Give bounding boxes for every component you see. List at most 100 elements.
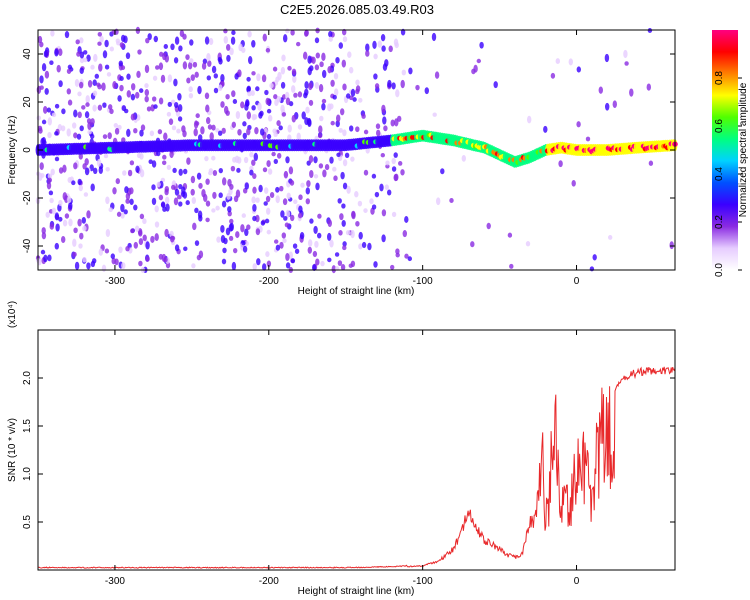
heatmap-noise-cell bbox=[330, 79, 335, 87]
heatmap-noise-cell bbox=[272, 66, 278, 72]
heatmap-noise-cell bbox=[181, 186, 186, 195]
heatmap-noise-cell bbox=[154, 233, 159, 242]
heatmap-noise-cell bbox=[86, 210, 91, 219]
heatmap-noise-cell bbox=[79, 51, 85, 59]
heatmap-noise-cell bbox=[297, 91, 303, 98]
heatmap-noise-cell bbox=[318, 83, 324, 93]
heatmap-noise-cell bbox=[266, 207, 271, 215]
heatmap-noise-cell bbox=[139, 88, 144, 93]
heatmap-noise-cell bbox=[309, 170, 314, 178]
heatmap-noise-cell bbox=[186, 157, 191, 165]
heatmap-noise-cell bbox=[349, 66, 354, 74]
heatmap-noise-cell bbox=[391, 166, 397, 172]
heatmap-noise-cell bbox=[50, 30, 55, 37]
heatmap-noise-cell bbox=[576, 121, 581, 128]
heatmap-noise-cell bbox=[342, 83, 347, 91]
heatmap-noise-cell bbox=[342, 241, 347, 247]
heatmap-noise-cell bbox=[215, 205, 220, 211]
heatmap-noise-cell bbox=[77, 218, 82, 227]
heatmap-noise-cell bbox=[646, 83, 651, 91]
colorbar-gradient bbox=[712, 30, 738, 270]
heatmap-noise-cell bbox=[373, 261, 378, 268]
heatmap-noise-cell bbox=[39, 41, 44, 48]
heatmap-noise-cell bbox=[273, 158, 278, 164]
heatmap-noise-cell bbox=[99, 35, 104, 43]
heatmap-noise-cell bbox=[305, 187, 310, 195]
heatmap-noise-cell bbox=[68, 218, 73, 227]
heatmap-noise-cell bbox=[123, 209, 128, 215]
heatmap-noise-cell bbox=[479, 41, 484, 49]
heatmap-noise-cell bbox=[277, 152, 282, 159]
heatmap-noise-cell bbox=[217, 56, 222, 62]
heatmap-noise-cell bbox=[434, 71, 440, 79]
heatmap-noise-cell bbox=[285, 252, 290, 262]
heatmap-noise-cell bbox=[72, 122, 77, 129]
heatmap-noise-cell bbox=[228, 235, 234, 241]
heatmap-noise-cell bbox=[90, 133, 95, 139]
heatmap-noise-cell bbox=[252, 186, 257, 194]
heatmap-noise-cell bbox=[135, 91, 140, 99]
heatmap-noise-cell bbox=[83, 57, 88, 63]
heatmap-noise-cell bbox=[174, 102, 179, 108]
heatmap-noise-cell bbox=[194, 207, 199, 214]
heatmap-noise-cell bbox=[307, 67, 312, 76]
heatmap-noise-cell bbox=[186, 77, 191, 84]
heatmap-noise-cell bbox=[135, 165, 140, 173]
heatmap-noise-cell bbox=[166, 111, 172, 117]
heatmap-noise-cell bbox=[125, 198, 130, 204]
heatmap-noise-cell bbox=[198, 134, 203, 141]
y-tick-label: 2.0 bbox=[22, 371, 33, 385]
heatmap-noise-cell bbox=[61, 108, 66, 115]
y-tick-label: 40 bbox=[22, 48, 33, 60]
heatmap-noise-cell bbox=[125, 245, 130, 252]
heatmap-noise-cell bbox=[555, 58, 560, 65]
heatmap-noise-cell bbox=[165, 196, 170, 204]
heatmap-noise-cell bbox=[250, 90, 255, 97]
heatmap-noise-cell bbox=[156, 181, 161, 188]
heatmap-noise-cell bbox=[244, 182, 249, 190]
heatmap-noise-cell bbox=[461, 155, 466, 162]
snr-frame bbox=[37, 329, 676, 571]
heatmap-noise-cell bbox=[115, 178, 121, 185]
heatmap-noise-cell bbox=[298, 212, 303, 219]
heatmap-noise-cell bbox=[279, 241, 284, 249]
heatmap-noise-cell bbox=[213, 87, 219, 94]
heatmap-noise-cell bbox=[223, 36, 228, 44]
heatmap-noise-cell bbox=[292, 74, 297, 83]
heatmap-noise-cell bbox=[36, 85, 42, 94]
heatmap-noise-cell bbox=[93, 167, 98, 175]
heatmap-noise-cell bbox=[400, 79, 405, 89]
heatmap-noise-cell bbox=[268, 114, 273, 122]
heatmap-noise-cell bbox=[85, 102, 90, 107]
heatmap-noise-cell bbox=[84, 158, 89, 166]
heatmap-noise-cell bbox=[350, 88, 356, 97]
heatmap-noise-cell bbox=[182, 33, 187, 40]
heatmap-noise-cell bbox=[314, 37, 320, 44]
heatmap-noise-cell bbox=[245, 99, 250, 107]
heatmap-noise-cell bbox=[90, 183, 95, 192]
heatmap-noise-cell bbox=[290, 214, 295, 222]
heatmap-noise-cell bbox=[73, 227, 78, 234]
heatmap-noise-cell bbox=[314, 64, 320, 71]
heatmap-noise-cell bbox=[263, 201, 268, 206]
heatmap-noise-cell bbox=[404, 253, 409, 259]
heatmap-noise-cell bbox=[109, 108, 114, 115]
snr-marks bbox=[37, 366, 676, 569]
heatmap-noise-cell bbox=[340, 264, 346, 271]
heatmap-noise-cell bbox=[119, 75, 124, 82]
heatmap-noise-cell bbox=[151, 160, 157, 168]
heatmap-noise-cell bbox=[110, 253, 116, 259]
heatmap-noise-cell bbox=[276, 120, 281, 127]
heatmap-noise-cell bbox=[253, 152, 258, 162]
heatmap-noise-cell bbox=[178, 104, 183, 112]
heatmap-noise-cell bbox=[266, 229, 271, 235]
heatmap-noise-cell bbox=[170, 99, 176, 105]
heatmap-noise-cell bbox=[198, 214, 203, 222]
heatmap-noise-cell bbox=[77, 178, 82, 186]
heatmap-noise-cell bbox=[98, 166, 104, 174]
heatmap-noise-cell bbox=[213, 73, 218, 79]
heatmap-noise-cell bbox=[158, 62, 164, 71]
heatmap-noise-cell bbox=[372, 40, 377, 50]
heatmap-noise-cell bbox=[204, 92, 210, 100]
